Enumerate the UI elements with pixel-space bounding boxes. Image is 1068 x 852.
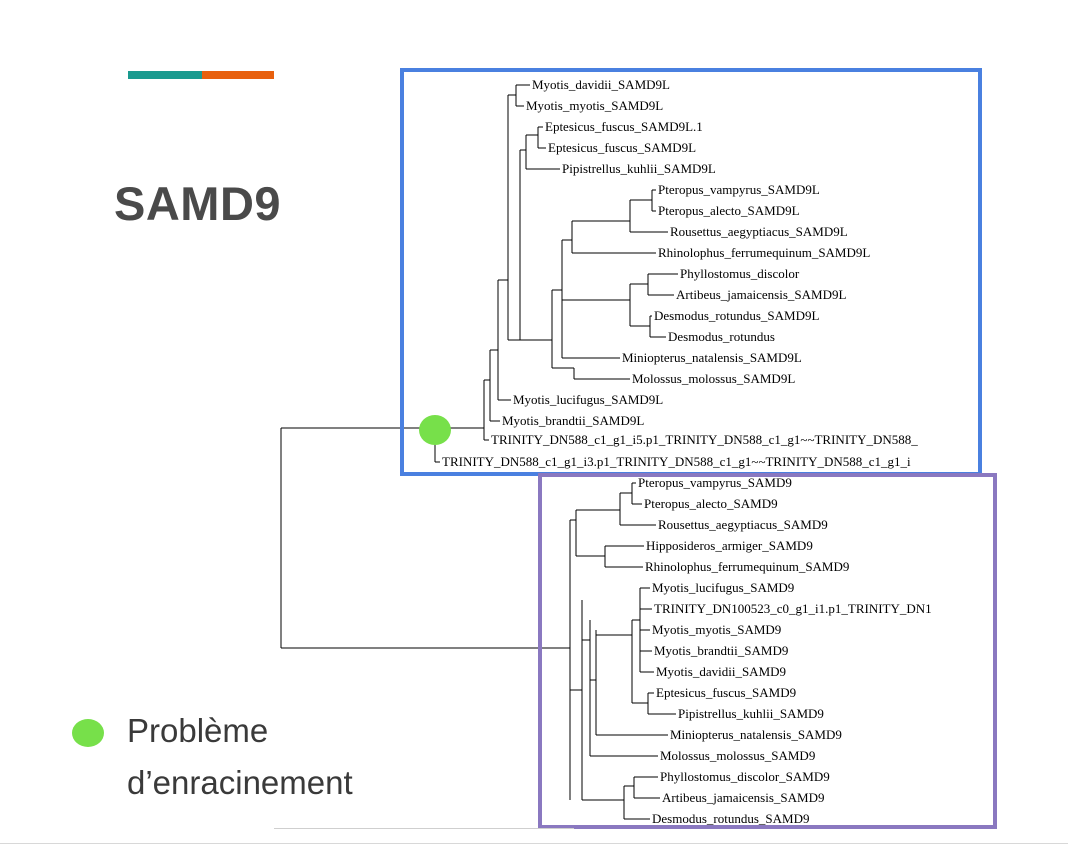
accent-bar-teal bbox=[128, 71, 202, 79]
samd9l-leaf-label: Myotis_myotis_SAMD9L bbox=[526, 98, 663, 113]
samd9l-leaf-label: Myotis_davidii_SAMD9L bbox=[532, 77, 670, 92]
samd9l-leaf-label: Pipistrellus_kuhlii_SAMD9L bbox=[562, 161, 716, 176]
samd9-leaf-label: Myotis_brandtii_SAMD9 bbox=[654, 643, 788, 658]
footer-divider bbox=[274, 828, 574, 829]
tree-leaf-labels: Myotis_davidii_SAMD9L Myotis_myotis_SAMD9… bbox=[442, 77, 932, 826]
samd9-leaf-label: Artibeus_jamaicensis_SAMD9 bbox=[662, 790, 824, 805]
samd9l-leaf-label: Rousettus_aegyptiacus_SAMD9L bbox=[670, 224, 848, 239]
samd9l-leaf-label: Rhinolophus_ferrumequinum_SAMD9L bbox=[658, 245, 870, 260]
slide-title: SAMD9 bbox=[114, 177, 282, 230]
legend-label: Problème d’enracinement bbox=[127, 705, 353, 809]
samd9-leaf-label: Myotis_myotis_SAMD9 bbox=[652, 622, 781, 637]
accent-bar-orange bbox=[202, 71, 274, 79]
samd9-leaf-label: Myotis_lucifugus_SAMD9 bbox=[652, 580, 794, 595]
samd9l-leaf-label: Myotis_brandtii_SAMD9L bbox=[502, 413, 644, 428]
samd9-leaf-label: Desmodus_rotundus_SAMD9 bbox=[652, 811, 809, 826]
samd9-leaf-label: Phyllostomus_discolor_SAMD9 bbox=[660, 769, 830, 784]
samd9l-leaf-label: Myotis_lucifugus_SAMD9L bbox=[513, 392, 663, 407]
samd9l-leaf-label: Artibeus_jamaicensis_SAMD9L bbox=[676, 287, 846, 302]
samd9l-leaf-label: Desmodus_rotundus_SAMD9L bbox=[654, 308, 819, 323]
samd9-clade-box bbox=[538, 473, 997, 829]
samd9l-leaf-label: Molossus_molossus_SAMD9L bbox=[632, 371, 795, 386]
samd9-leaf-label: Pipistrellus_kuhlii_SAMD9 bbox=[678, 706, 824, 721]
samd9l-leaf-label: Eptesicus_fuscus_SAMD9L.1 bbox=[545, 119, 703, 134]
samd9l-leaf-label: Phyllostomus_discolor bbox=[680, 266, 800, 281]
root-marker-dot bbox=[419, 415, 451, 445]
legend-label-line2: d’enracinement bbox=[127, 764, 353, 801]
samd9-leaf-label: Pteropus_alecto_SAMD9 bbox=[644, 496, 778, 511]
samd9-leaf-label: Hipposideros_armiger_SAMD9 bbox=[646, 538, 813, 553]
samd9-leaf-label: TRINITY_DN100523_c0_g1_i1.p1_TRINITY_DN1 bbox=[654, 601, 932, 616]
slide-bottom-divider bbox=[0, 843, 1068, 844]
samd9-leaf-label: Eptesicus_fuscus_SAMD9 bbox=[656, 685, 796, 700]
samd9-leaf-label: Rhinolophus_ferrumequinum_SAMD9 bbox=[645, 559, 849, 574]
samd9-leaf-label: Rousettus_aegyptiacus_SAMD9 bbox=[658, 517, 828, 532]
samd9l-leaf-label: Eptesicus_fuscus_SAMD9L bbox=[548, 140, 696, 155]
samd9-leaf-label: Pteropus_vampyrus_SAMD9 bbox=[638, 475, 792, 490]
samd9-leaf-label: Miniopterus_natalensis_SAMD9 bbox=[670, 727, 842, 742]
tree-branches bbox=[280, 84, 678, 820]
samd9l-leaf-label: TRINITY_DN588_c1_g1_i3.p1_TRINITY_DN588_… bbox=[442, 454, 911, 469]
legend-label-line1: Problème bbox=[127, 712, 269, 749]
samd9-leaf-label: Myotis_davidii_SAMD9 bbox=[656, 664, 786, 679]
samd9l-leaf-label: TRINITY_DN588_c1_g1_i5.p1_TRINITY_DN588_… bbox=[491, 432, 918, 447]
samd9l-leaf-label: Pteropus_alecto_SAMD9L bbox=[658, 203, 800, 218]
root-problem-dot-icon bbox=[72, 719, 104, 747]
samd9l-leaf-label: Pteropus_vampyrus_SAMD9L bbox=[658, 182, 820, 197]
samd9l-leaf-label: Desmodus_rotundus bbox=[668, 329, 775, 344]
samd9l-leaf-label: Miniopterus_natalensis_SAMD9L bbox=[622, 350, 802, 365]
samd9-leaf-label: Molossus_molossus_SAMD9 bbox=[660, 748, 815, 763]
